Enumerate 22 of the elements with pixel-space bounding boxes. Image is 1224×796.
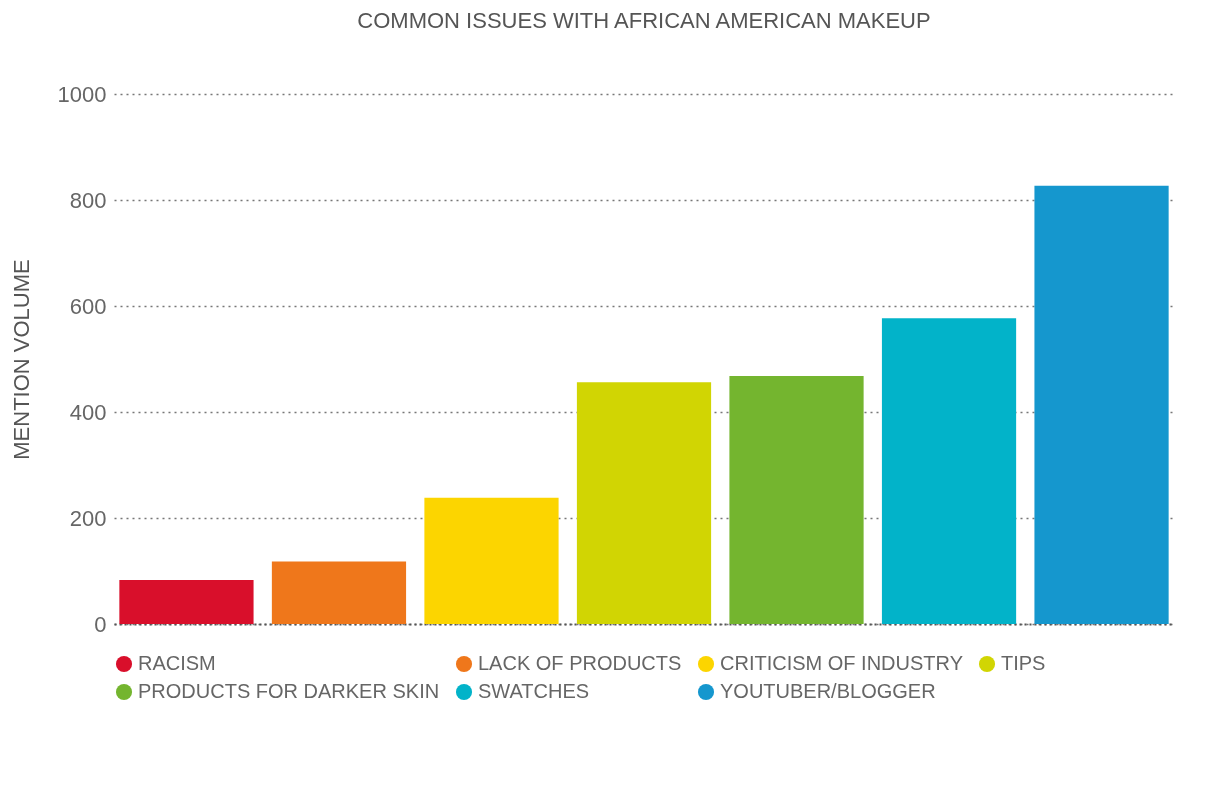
chart-title: COMMON ISSUES WITH AFRICAN AMERICAN MAKEUP: [357, 8, 931, 33]
y-axis-title: MENTION VOLUME: [8, 259, 34, 460]
legend-label: RACISM: [138, 652, 216, 674]
legend-label: CRITICISM OF INDUSTRY: [720, 652, 963, 674]
y-tick-label: 200: [69, 505, 107, 531]
bar: [881, 318, 1017, 624]
legend-label: LACK OF PRODUCTS: [478, 652, 682, 674]
y-tick-label: 1000: [57, 81, 107, 107]
y-tick-label: 0: [94, 611, 107, 637]
bar: [424, 497, 559, 624]
bar: [729, 375, 864, 624]
y-tick-label: 400: [69, 399, 107, 425]
legend-label: PRODUCTS FOR DARKER SKIN: [138, 680, 440, 702]
legend-label: TIPS: [1001, 652, 1046, 674]
y-tick-label: 600: [69, 293, 107, 319]
bar: [271, 561, 407, 624]
legend-label: SWATCHES: [478, 680, 590, 702]
bar: [1034, 185, 1169, 624]
bar: [119, 580, 254, 624]
y-tick-label: 800: [69, 187, 107, 213]
bar: [576, 382, 712, 624]
legend-label: YOUTUBER/BLOGGER: [720, 680, 936, 702]
